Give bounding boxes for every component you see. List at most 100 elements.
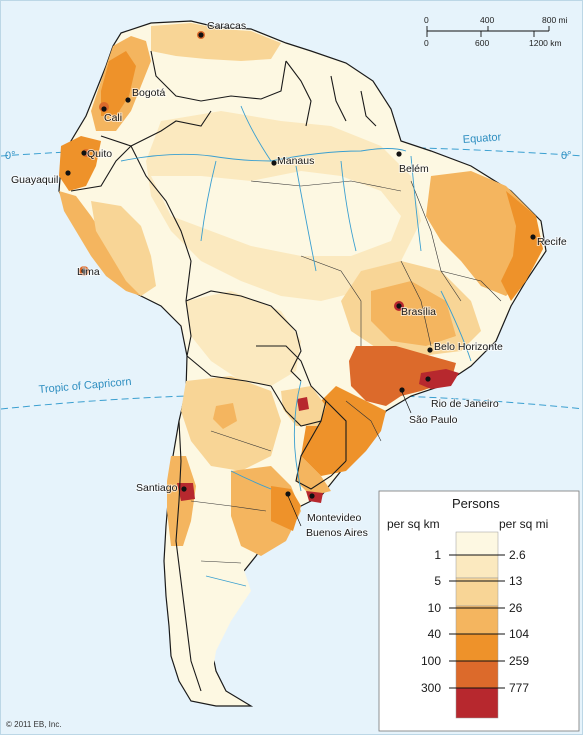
equator-label: Equator <box>462 131 502 146</box>
scale-km-tick-2: 1200 km <box>529 38 562 48</box>
legend-km-3: 40 <box>428 627 442 641</box>
city-dot-bogota <box>125 97 131 103</box>
city-label-lima: Lima <box>77 266 100 278</box>
equator-degree-right: 0° <box>561 150 572 162</box>
legend-mi-4: 259 <box>509 654 529 668</box>
density-zone-ecuador <box>59 136 101 191</box>
city-dot-sao-paulo <box>399 387 405 393</box>
legend-header-km: per sq km <box>387 517 440 531</box>
scale-mi-tick-2: 800 mi <box>542 15 568 25</box>
state-border-argentina-central <box>190 500 267 512</box>
legend-swatch-5 <box>455 660 499 689</box>
density-zone-santiago <box>177 483 195 501</box>
city-label-santiago: Santiago <box>136 482 178 494</box>
legend-mi-1: 13 <box>509 574 523 588</box>
city-dot-manaus <box>271 160 277 166</box>
state-border-argentina-north <box>210 430 272 452</box>
city-label-montevideo: Montevideo <box>307 512 361 524</box>
city-dot-quito <box>81 150 87 156</box>
leader-line-buenos-aires <box>287 495 302 527</box>
city-label-bogota: Bogotá <box>132 87 165 99</box>
city-dot-caracas <box>198 32 204 38</box>
density-zone-montevideo <box>306 491 323 503</box>
city-label-belo-horizonte: Belo Horizonte <box>434 341 503 353</box>
tocantins-river <box>410 155 422 252</box>
negro-river-argentina <box>205 575 247 587</box>
city-dot-buenos-aires <box>285 491 291 497</box>
equator-degree-left: 0° <box>5 150 16 162</box>
state-border-goias <box>400 260 432 347</box>
city-dot-brasilia <box>396 303 402 309</box>
legend-km-2: 10 <box>428 601 442 615</box>
purus-river <box>200 160 217 242</box>
state-border-amazonas-para <box>250 180 402 192</box>
state-border-parana <box>345 400 382 442</box>
city-label-cali: Cali <box>104 112 122 124</box>
city-label-rio: Rio de Janeiro <box>431 398 499 410</box>
scale-bar: 0 400 800 mi 0 600 1200 km <box>424 15 568 48</box>
density-zone-tucuman <box>213 403 237 429</box>
city-dot-rio <box>425 376 431 382</box>
density-zone-north-coast <box>151 23 281 61</box>
city-label-recife: Recife <box>537 236 567 248</box>
density-zone-bolivia-paraguay <box>186 291 301 386</box>
bolivia-argentina-border <box>186 355 272 387</box>
city-dot-montevideo <box>309 493 315 499</box>
colombia-south-border <box>100 110 212 147</box>
city-dot-cali <box>101 106 107 112</box>
chile-argentina-border <box>175 420 202 692</box>
density-zone-amazon-core <box>151 171 401 256</box>
density-zone-patagonia <box>176 561 251 686</box>
city-label-brasilia: Brasília <box>401 306 436 318</box>
legend-header-mi: per sq mi <box>499 517 548 531</box>
argentina-brazil-border <box>325 400 347 461</box>
state-border-mato-grosso <box>300 255 362 346</box>
density-zone-goias <box>371 281 456 346</box>
peru-bolivia-border <box>185 300 192 357</box>
density-zone-southeast-brazil <box>349 346 456 406</box>
uruguay-border <box>295 420 347 490</box>
legend-km-1: 5 <box>434 574 441 588</box>
sao-francisco-river <box>440 290 472 362</box>
suriname-border <box>330 75 347 122</box>
legend-mi-2: 26 <box>509 601 523 615</box>
state-borders <box>190 180 502 564</box>
city-dot-guayaquil <box>65 170 71 176</box>
parana-river <box>293 380 302 492</box>
density-zone-asuncion <box>297 397 309 411</box>
legend-swatch-1 <box>455 554 499 579</box>
city-label-guayaquil: Guayaquil <box>11 174 58 186</box>
legend-mi-5: 777 <box>509 681 529 695</box>
density-zone-buenos-aires <box>271 486 301 531</box>
density-zone-northeast-coast <box>501 191 543 301</box>
scale-km-tick-1: 600 <box>475 38 489 48</box>
city-label-buenos-aires: Buenos Aires <box>306 527 368 539</box>
copyright-text: © 2011 EB, Inc. <box>6 720 62 729</box>
legend-mi-0: 2.6 <box>509 548 526 562</box>
legend-mi-3: 104 <box>509 627 529 641</box>
xingu-river <box>340 160 357 252</box>
tapajos-river <box>295 165 317 272</box>
city-label-sao-paulo: São Paulo <box>409 414 458 426</box>
density-zone-chile-central <box>167 456 196 546</box>
city-dot-belo-horizonte <box>427 347 433 353</box>
salado-river <box>230 470 272 490</box>
density-zone-colombia-core <box>101 51 136 116</box>
leader-line-sao-paulo <box>401 391 412 414</box>
state-border-bahia <box>440 270 502 302</box>
city-label-manaus: Manaus <box>277 155 314 167</box>
scale-mi-tick-1: 400 <box>480 15 494 25</box>
bolivia-brazil-border <box>185 290 302 382</box>
legend-swatch-0 <box>455 531 499 556</box>
scale-km-tick-0: 0 <box>424 38 429 48</box>
state-border-patagonia <box>200 560 242 564</box>
legend: Persons per sq km per sq mi 1 5 10 40 10… <box>378 490 580 732</box>
venezuela-border <box>150 50 287 102</box>
legend-swatch-6 <box>455 687 499 719</box>
city-dot-lima <box>81 268 87 274</box>
country-borders <box>70 50 377 692</box>
scale-mi-tick-0: 0 <box>424 15 429 25</box>
legend-km-5: 300 <box>421 681 441 695</box>
